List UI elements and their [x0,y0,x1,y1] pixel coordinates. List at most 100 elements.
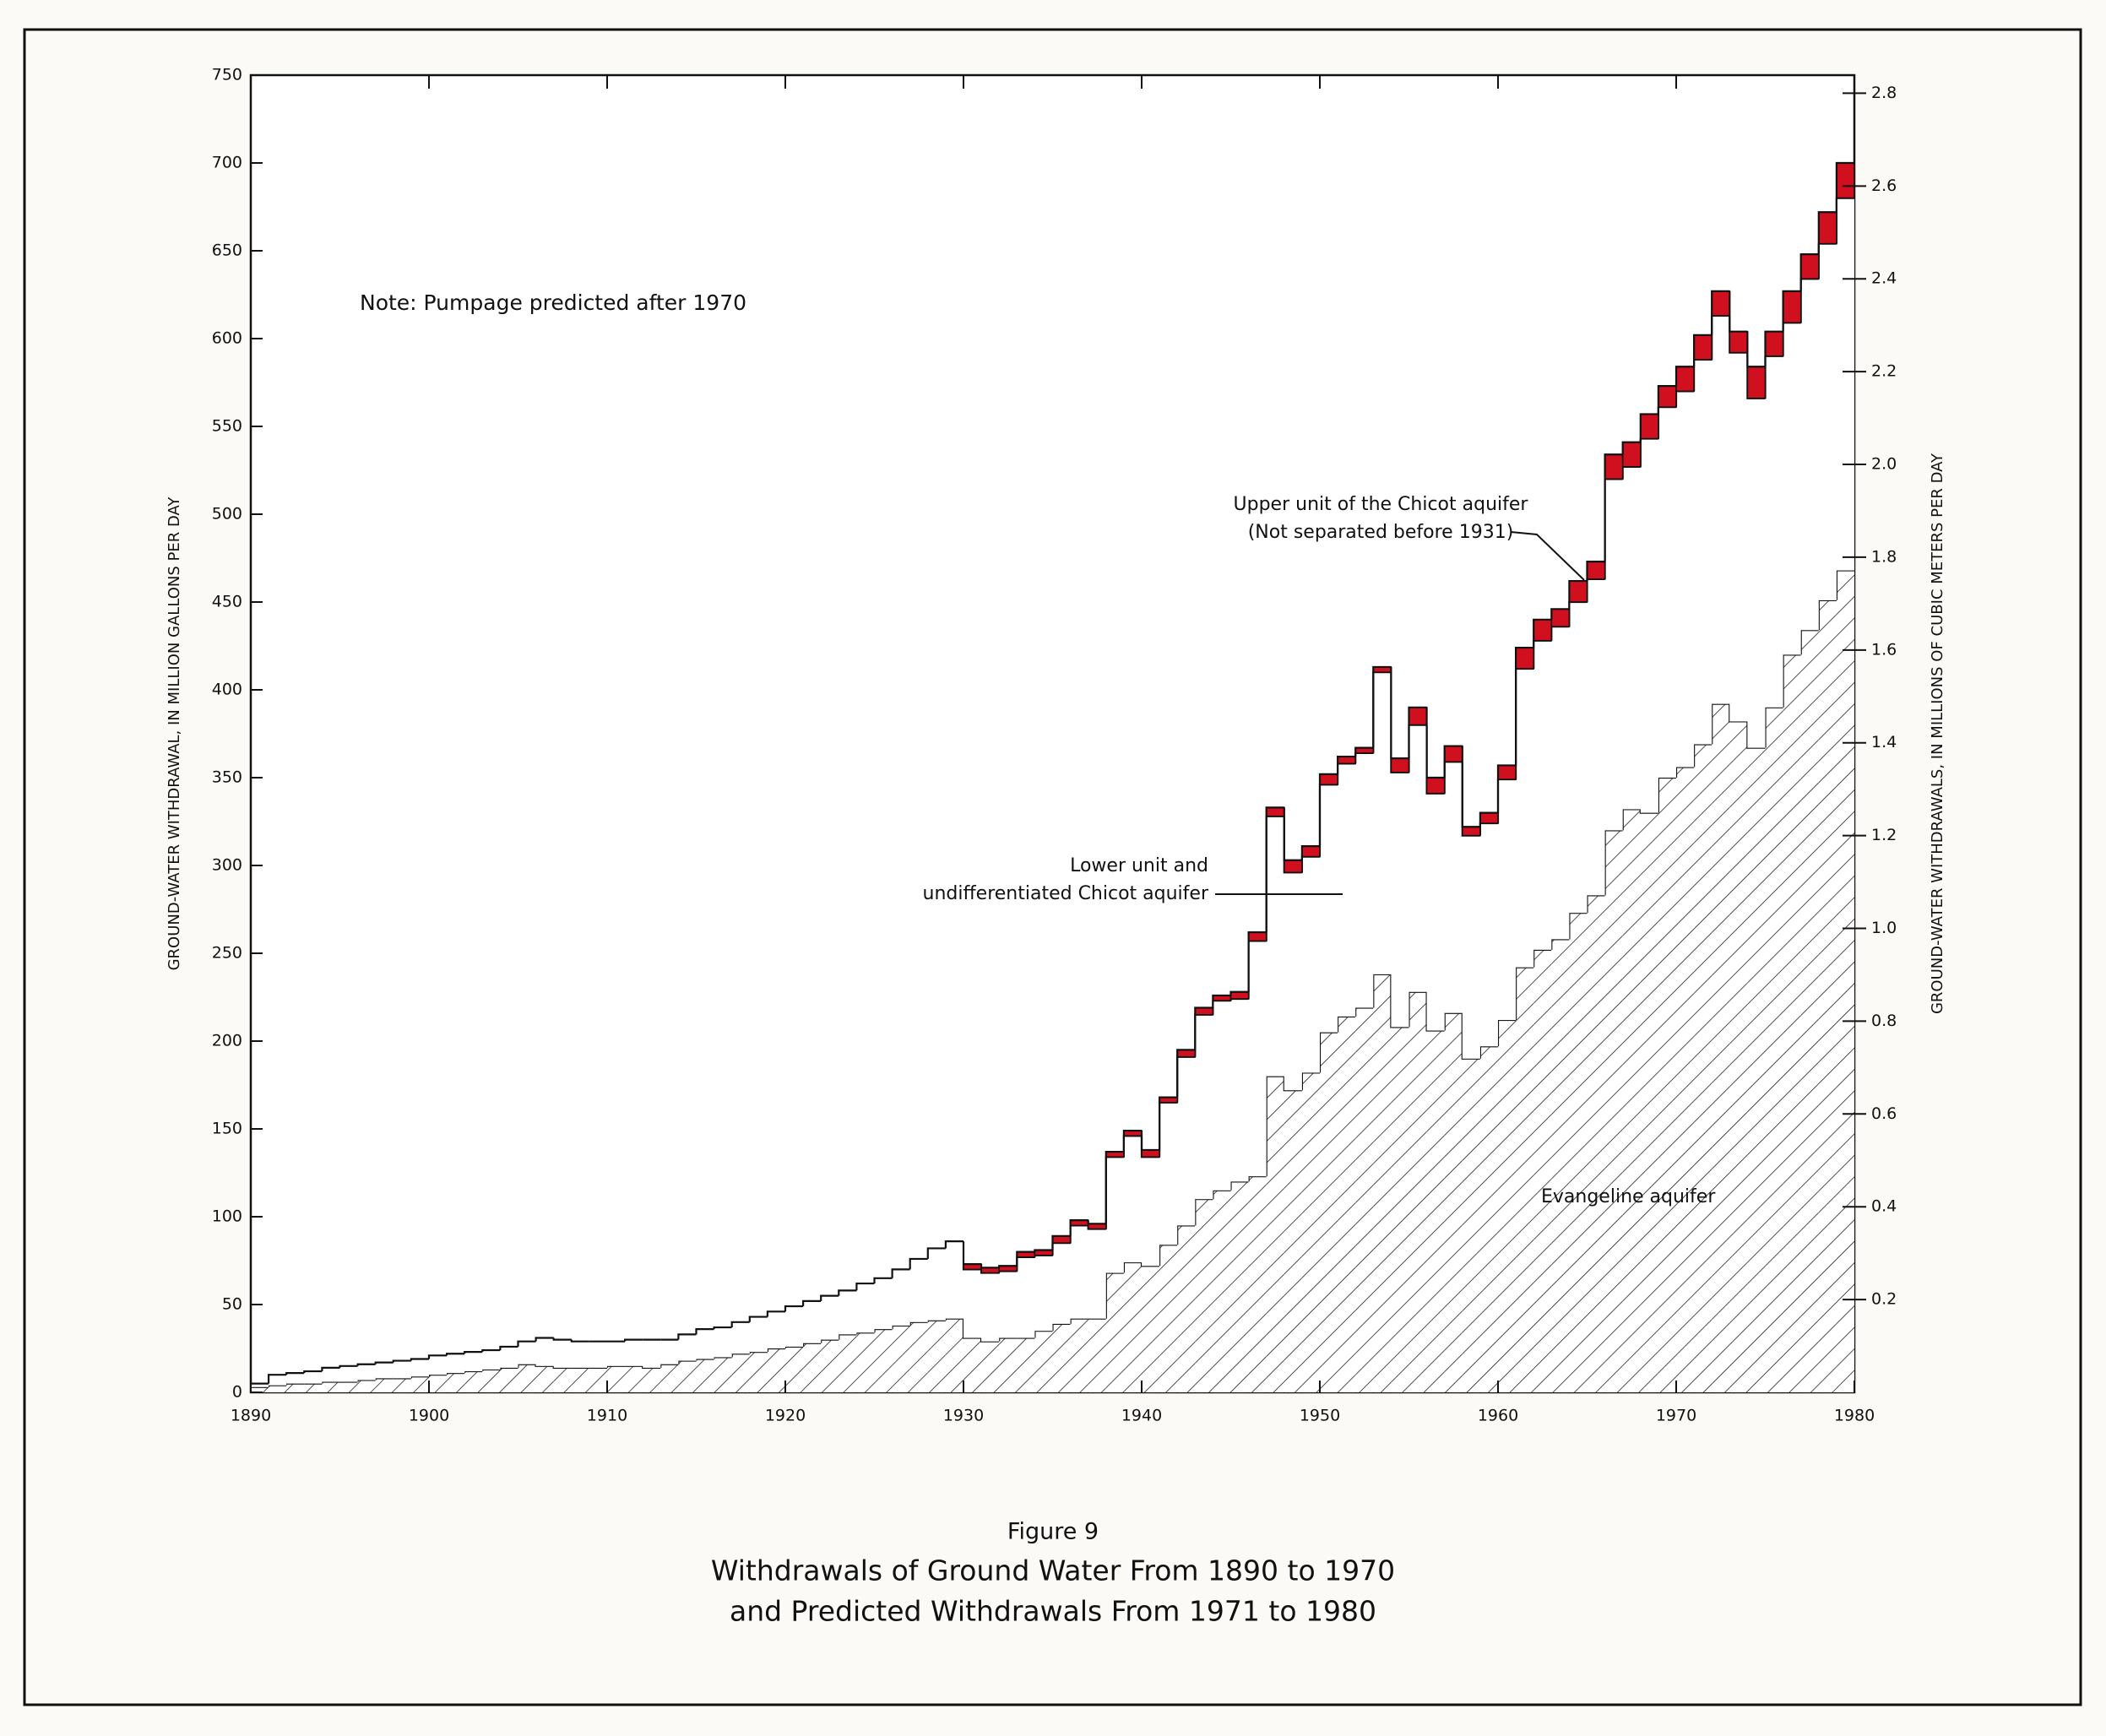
y-tick-label: 750 [212,66,242,84]
step-segment [1213,1190,1231,1392]
step-segment [1462,835,1480,1059]
plot-area [251,161,1855,1392]
step-segment [731,1321,750,1354]
step-outline [1283,807,1302,861]
step-segment [1550,608,1571,627]
step-segment [660,1339,679,1364]
step-segment [1159,1245,1178,1392]
step-segment [1355,752,1374,1008]
y2-tick-label: 2.2 [1871,362,1897,381]
step-segment [553,1367,572,1392]
step-segment [785,1346,804,1392]
step-outline [1782,290,1801,332]
step-segment [1266,1076,1284,1392]
step-segment [821,1339,839,1392]
step-segment [1088,1229,1106,1319]
step-segment [1711,290,1731,317]
step-segment [1390,757,1410,773]
step-outline [766,1310,785,1317]
page-border [23,28,2082,1706]
step-segment [447,1373,465,1392]
step-segment [1586,561,1606,580]
step-outline [1265,806,1284,933]
step-segment [304,1383,323,1392]
step-segment [1391,772,1409,1028]
y-tick-label: 700 [212,154,242,172]
step-segment [696,1329,714,1359]
step-outline [1425,707,1445,779]
x-tick-label: 1910 [587,1407,627,1425]
step-segment [447,1354,465,1374]
y-tick-label: 500 [212,505,242,524]
y-tick-label: 0 [232,1383,242,1402]
step-segment [1712,315,1730,704]
x-tick-label: 1960 [1478,1407,1518,1425]
step-segment [1693,334,1712,361]
step-outline [926,1247,946,1259]
step-segment [1622,466,1641,810]
step-segment [535,1365,554,1392]
step-segment [339,1365,358,1382]
step-segment [1551,627,1570,940]
y-tick-label: 100 [212,1207,242,1226]
step-segment [1800,279,1819,631]
step-outline [446,1353,465,1356]
step-segment [1799,253,1820,280]
step-segment [1498,779,1517,1021]
step-outline [802,1299,822,1307]
step-segment [1658,385,1677,408]
step-segment [1247,931,1267,942]
step-outline [1639,413,1658,442]
step-segment [607,1341,626,1366]
step-segment [1658,778,1676,1392]
step-segment [1658,407,1676,778]
step-segment [1782,290,1802,324]
y-tick-label: 350 [212,768,242,787]
step-outline [303,1370,323,1374]
step-segment [1444,1012,1463,1392]
step-outline [1034,1249,1053,1252]
step-segment [1391,1027,1409,1392]
step-outline [427,1354,448,1359]
step-segment [1479,811,1499,824]
step-segment [375,1378,394,1392]
step-outline [1550,608,1570,620]
step-outline [481,1348,501,1353]
step-outline [820,1294,839,1301]
y2-tick-label: 2.6 [1871,176,1897,195]
step-segment [1248,1176,1267,1392]
step-segment [1818,211,1837,245]
step-segment [1034,1255,1053,1332]
step-segment [749,1352,768,1392]
step-segment [856,1283,875,1333]
step-outline [1817,211,1837,255]
y-tick-label: 300 [212,856,242,875]
step-outline [1140,1131,1160,1152]
x-tick-label: 1930 [943,1407,984,1425]
step-segment [1373,974,1392,1392]
y2-tick-label: 2.4 [1871,269,1897,288]
step-segment [1141,1149,1160,1158]
step-segment [1195,1199,1213,1392]
x-tick-label: 1950 [1300,1407,1340,1425]
step-segment [1587,895,1605,1392]
step-segment [571,1367,589,1392]
step-segment [1462,1058,1480,1392]
x-tick-label: 1920 [765,1407,806,1425]
step-segment [643,1367,661,1392]
step-segment [927,1320,946,1392]
step-segment [1498,1020,1517,1392]
step-segment [1213,1001,1231,1191]
y2-tick-label: 2.8 [1871,84,1897,102]
y-tick-label: 650 [212,241,242,260]
step-outline [873,1277,893,1284]
step-segment [1123,1136,1142,1263]
step-segment [1337,756,1356,765]
step-segment [339,1381,358,1392]
step-segment [1746,366,1767,399]
step-outline [392,1359,411,1363]
step-segment [839,1290,857,1335]
step-segment [803,1300,822,1343]
y2-axis-label: GROUND-WATER WITHDRAWALS, IN MILLIONS OF… [1929,453,1946,1014]
step-segment [1640,413,1659,440]
